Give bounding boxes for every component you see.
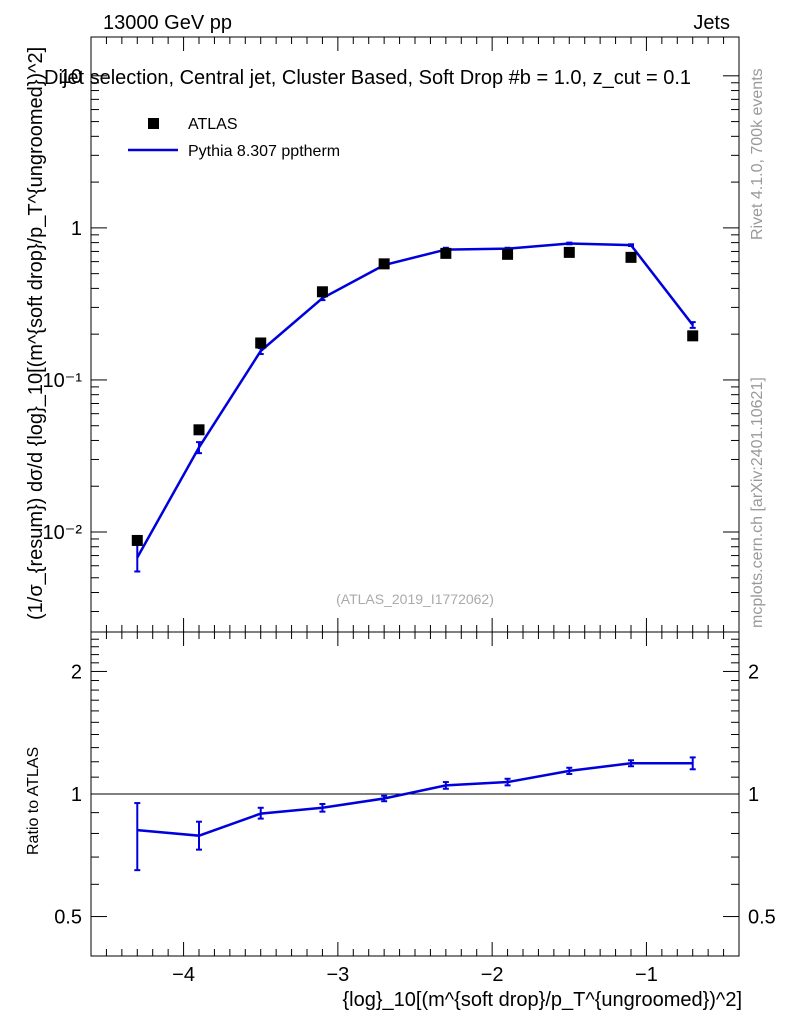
main-plot-marks: [131, 241, 699, 573]
mcplots-label: mcplots.cern.ch [arXiv:2401.10621]: [749, 377, 766, 628]
atlas-data-point: [563, 246, 575, 258]
ratio-y-tick-label-right: 1: [748, 784, 759, 806]
axis-tick-labels: −4 −3 −2 −1 10 1 10⁻¹ 10⁻² 2 1 0.5 2 1 0…: [43, 66, 776, 986]
ratio-plot-marks: [91, 756, 739, 872]
rivet-label: Rivet 4.1.0, 700k events: [749, 68, 766, 240]
main-y-tick-label: 10⁻²: [43, 522, 83, 544]
analysis-reference: (ATLAS_2019_I1772062): [336, 591, 494, 607]
atlas-data-point: [193, 424, 205, 436]
x-tick-label: −4: [172, 964, 195, 986]
legend-atlas-marker: [148, 118, 159, 129]
ratio-y-tick-label: 2: [71, 661, 82, 683]
x-tick-label: −3: [326, 964, 349, 986]
ratio-y-tick-label: 0.5: [54, 907, 82, 929]
header-left: 13000 GeV pp: [103, 12, 232, 34]
atlas-data-point: [440, 247, 452, 259]
atlas-data-point: [502, 248, 514, 260]
main-y-tick-label: 10⁻¹: [43, 370, 83, 392]
x-tick-label: −2: [481, 964, 504, 986]
atlas-data-point: [316, 286, 328, 298]
plot-title: Dijet selection, Central jet, Cluster Ba…: [44, 67, 691, 89]
atlas-data-point: [625, 251, 637, 263]
main-y-tick-label: 10: [60, 66, 82, 88]
atlas-data-point: [687, 330, 699, 342]
header-right: Jets: [693, 12, 730, 34]
ratio-y-tick-label-right: 2: [748, 661, 759, 683]
legend-atlas-label: ATLAS: [188, 116, 238, 133]
x-tick-label: −1: [635, 964, 658, 986]
x-axis-title: {log}_10[(m^{soft drop}/p_T^{ungroomed})…: [342, 989, 742, 1011]
atlas-data-point: [131, 534, 143, 546]
mc-series-line: [136, 242, 694, 559]
ratio-y-axis-title: Ratio to ATLAS: [25, 747, 42, 855]
axis-ticks: [91, 37, 739, 957]
main-y-axis-title: (1/σ_{resum}) dσ/d {log}_10[(m^{soft dro…: [25, 47, 47, 620]
main-y-tick-label: 1: [71, 218, 82, 240]
ratio-y-tick-label: 1: [71, 784, 82, 806]
atlas-data-point: [378, 258, 390, 270]
ratio-series-line: [137, 761, 693, 837]
atlas-data-point: [255, 337, 267, 349]
legend-pythia-label: Pythia 8.307 pptherm: [188, 143, 340, 160]
ratio-y-tick-label-right: 0.5: [748, 907, 776, 929]
